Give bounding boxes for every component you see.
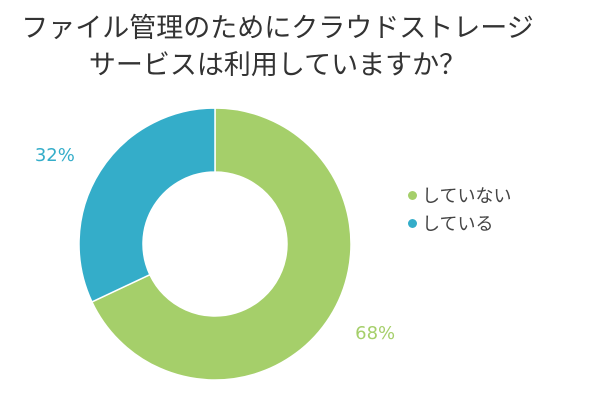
legend-item-not-using: していない: [408, 181, 511, 209]
legend-dot-using: [408, 218, 417, 228]
legend-label-not-using: していない: [422, 186, 512, 207]
chart-title-line-2: サービスは利用していますか？: [88, 50, 467, 81]
legend-dot-not-using: [408, 190, 417, 200]
data-label-using: 32%: [35, 145, 75, 166]
chart-title: ファイル管理のためにクラウドストレージ サービスは利用していますか？: [0, 10, 555, 84]
legend-label-using: している: [422, 214, 494, 235]
chart-title-line-1: ファイル管理のためにクラウドストレージ: [21, 13, 534, 44]
data-label-not-using: 68%: [355, 323, 395, 344]
donut-slice-using: [78, 107, 216, 303]
donut-slice-not-using: [90, 107, 352, 381]
chart-legend: していない している: [408, 181, 511, 237]
legend-item-using: している: [408, 209, 511, 237]
